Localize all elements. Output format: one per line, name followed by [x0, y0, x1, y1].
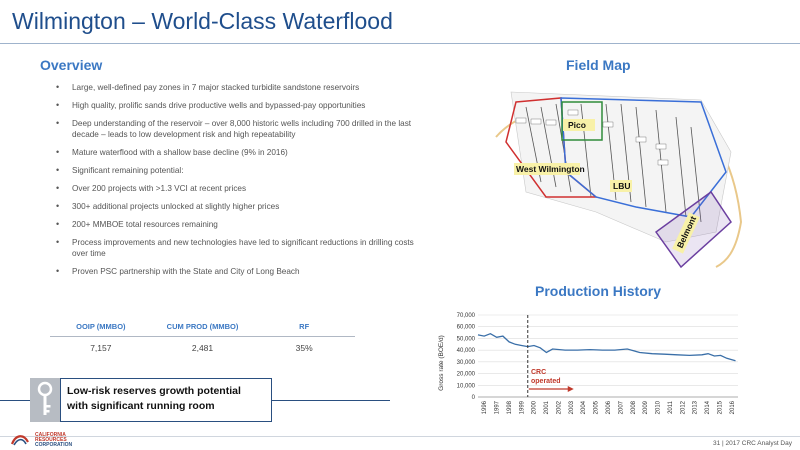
crc-annotation-line-2: operated — [531, 378, 561, 385]
chart-x-tick-label: 1997 — [495, 400, 501, 414]
chart-x-tick-label: 2008 — [631, 400, 637, 414]
chart-x-tick-label: 2012 — [680, 400, 686, 414]
list-item: Over 200 projects with >1.3 VCI at recen… — [56, 183, 431, 194]
company-logo: CALIFORNIA RESOURCES CORPORATION — [8, 430, 72, 448]
logo-mark-icon — [10, 435, 29, 446]
list-item: Mature waterflood with a shallow base de… — [56, 147, 431, 158]
chart-y-axis-label: Gross rate (BOE/d) — [438, 335, 445, 391]
production-chart: 0 10,000 20,000 30,000 40,000 50,000 60,000 70,… — [438, 313, 738, 414]
page-title: Wilmington – World-Class Waterflood — [12, 8, 393, 34]
chart-y-tick-label: 70,000 — [457, 313, 476, 319]
production-history-heading: Production History — [535, 283, 662, 299]
footer-page-label: 31 | 2017 CRC Analyst Day — [712, 440, 792, 447]
chart-x-tick-label: 2005 — [594, 400, 600, 414]
field-map-heading: Field Map — [566, 57, 631, 73]
footer-divider — [0, 436, 800, 437]
stats-header-ooip: OOIP (MMBO) — [76, 322, 126, 331]
stats-value-ooip: 7,157 — [90, 343, 112, 353]
chart-y-tick-label: 60,000 — [457, 325, 476, 331]
chart-x-tick-label: 2014 — [705, 400, 711, 414]
chart-x-tick-label: 2003 — [569, 400, 575, 414]
callout-box: Low-risk reserves growth potential with … — [60, 378, 272, 422]
list-item: 300+ additional projects unlocked at sli… — [56, 201, 431, 212]
stats-header-rf: RF — [299, 322, 310, 331]
chart-x-tick-label: 2013 — [693, 400, 699, 414]
production-series-line — [477, 332, 736, 362]
field-map: Pico West Wilmington LBU Belmont — [495, 91, 743, 269]
chart-x-tick-label: 2001 — [544, 400, 550, 414]
logo-text-line-1: CALIFORNIA — [35, 432, 66, 438]
list-item: Proven PSC partnership with the State an… — [56, 266, 431, 277]
list-item: Significant remaining potential: — [56, 165, 431, 176]
chart-x-tick-label: 2015 — [717, 400, 723, 414]
chart-x-ticks: 1996 1997 1998 1999 2000 2001 2002 2003 2004 2005… — [482, 400, 736, 414]
chart-x-tick-label: 2009 — [643, 400, 649, 414]
chart-y-tick-label: 0 — [472, 395, 476, 401]
chart-x-tick-label: 1996 — [482, 400, 488, 414]
chart-x-tick-label: 2002 — [556, 400, 562, 414]
key-icon — [30, 378, 60, 422]
logo-text-line-3: CORPORATION — [35, 442, 73, 448]
list-item: Deep understanding of the reservoir – ov… — [56, 118, 431, 140]
crc-operated-arrowhead — [567, 386, 574, 392]
chart-x-tick-label: 2006 — [606, 400, 612, 414]
chart-x-tick-label: 1998 — [507, 400, 513, 414]
chart-y-tick-label: 10,000 — [457, 383, 476, 389]
callout-line-1: Low-risk reserves growth potential — [67, 385, 241, 397]
stats-header-cum-prod: CUM PROD (MMBO) — [166, 322, 239, 331]
chart-y-tick-label: 30,000 — [457, 360, 476, 366]
chart-x-tick-label: 2011 — [668, 400, 674, 414]
title-divider — [0, 43, 800, 44]
chart-y-tick-label: 40,000 — [457, 348, 476, 354]
chart-gridlines — [478, 314, 738, 398]
overview-heading: Overview — [40, 57, 103, 73]
callout-line-2: with significant running room — [67, 400, 215, 412]
stats-value-cum-prod: 2,481 — [191, 343, 214, 353]
chart-x-tick-label: 2016 — [730, 400, 736, 414]
list-item: Large, well-defined pay zones in 7 major… — [56, 82, 431, 93]
reservoir-stats-table: OOIP (MMBO) CUM PROD (MMBO) RF 7,157 2,4… — [50, 322, 355, 353]
chart-x-tick-label: 2010 — [656, 400, 662, 414]
stats-value-row: 7,157 2,481 35% — [50, 337, 355, 353]
list-item: 200+ MMBOE total resources remaining — [56, 219, 431, 230]
map-label-west-wilmington: West Wilmington — [516, 164, 585, 174]
chart-y-ticks: 0 10,000 20,000 30,000 40,000 50,000 60,000 70,… — [457, 313, 476, 401]
chart-y-tick-label: 20,000 — [457, 372, 476, 378]
map-label-lbu: LBU — [613, 181, 630, 191]
stats-value-rf: 35% — [295, 343, 313, 353]
stats-header-row: OOIP (MMBO) CUM PROD (MMBO) RF — [50, 322, 355, 337]
chart-y-tick-label: 50,000 — [457, 336, 476, 342]
chart-x-tick-label: 2007 — [618, 400, 624, 414]
overview-bullet-list: Large, well-defined pay zones in 7 major… — [56, 82, 431, 284]
chart-x-tick-label: 2000 — [532, 400, 538, 414]
list-item: High quality, prolific sands drive produ… — [56, 100, 431, 111]
crc-annotation-line-1: CRC — [531, 369, 546, 376]
logo-text-line-2: RESOURCES — [35, 437, 67, 443]
chart-x-tick-label: 1999 — [519, 400, 525, 414]
list-item: Process improvements and new technologie… — [56, 237, 431, 259]
chart-x-tick-label: 2004 — [581, 400, 587, 414]
map-label-pico: Pico — [568, 120, 586, 130]
